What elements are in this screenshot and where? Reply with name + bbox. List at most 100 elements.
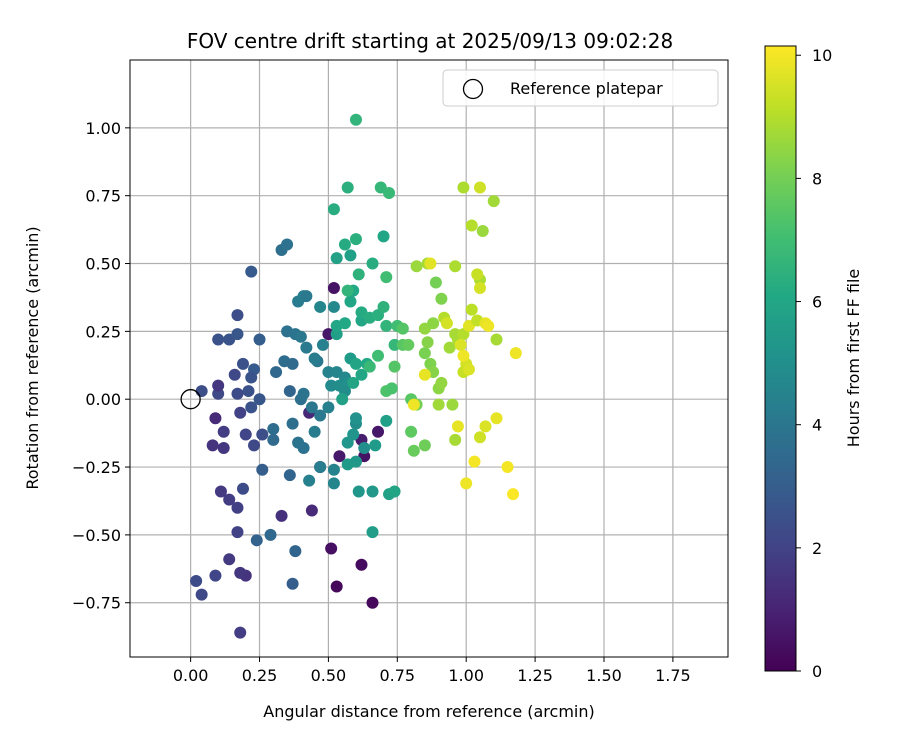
data-point xyxy=(308,425,321,438)
data-point xyxy=(250,534,263,547)
data-point xyxy=(388,485,401,498)
legend-box xyxy=(442,69,719,107)
x-tick-label: 1.25 xyxy=(517,666,553,685)
data-point xyxy=(347,376,360,389)
chart-title: FOV centre drift starting at 2025/09/13 … xyxy=(187,29,673,53)
x-axis-ticks: 0.00 0.25 0.50 0.75 1.00 1.25 1.50 1.75 xyxy=(173,657,691,685)
colorbar-label: Hours from first FF file xyxy=(844,269,863,448)
data-point xyxy=(372,425,385,438)
data-point xyxy=(234,406,247,419)
data-point xyxy=(234,566,247,579)
data-point xyxy=(402,338,415,351)
data-point xyxy=(465,303,478,316)
data-point xyxy=(267,423,280,436)
y-tick-label: −0.25 xyxy=(72,458,121,477)
data-point xyxy=(305,401,318,414)
data-point xyxy=(388,360,401,373)
data-point xyxy=(349,357,362,370)
data-point xyxy=(418,347,431,360)
data-point xyxy=(355,558,368,571)
data-point xyxy=(341,181,354,194)
colorbar: 0 2 4 6 8 10 Hours from first FF file xyxy=(764,45,863,681)
data-point xyxy=(294,330,307,343)
data-point xyxy=(377,300,390,313)
data-point xyxy=(212,333,225,346)
data-point xyxy=(341,436,354,449)
data-point xyxy=(316,338,329,351)
data-point xyxy=(427,317,440,330)
colorbar-tick-label: 4 xyxy=(812,416,822,435)
data-point xyxy=(380,414,393,427)
data-point xyxy=(418,368,431,381)
data-point xyxy=(195,588,208,601)
data-point xyxy=(446,398,459,411)
x-axis-label: Angular distance from reference (arcmin) xyxy=(263,702,594,721)
data-point xyxy=(476,224,489,237)
colorbar-tick-label: 2 xyxy=(812,539,822,558)
data-point xyxy=(223,553,236,566)
data-point xyxy=(305,504,318,517)
data-point xyxy=(223,493,236,506)
data-point xyxy=(283,385,296,398)
data-point xyxy=(256,463,269,476)
data-point xyxy=(325,542,338,555)
data-point xyxy=(286,577,299,590)
data-point xyxy=(314,461,327,474)
data-point xyxy=(297,442,310,455)
data-point xyxy=(440,317,453,330)
data-point xyxy=(322,328,335,341)
data-point xyxy=(473,281,486,294)
colorbar-tick-label: 6 xyxy=(812,293,822,312)
y-tick-label: 1.00 xyxy=(85,119,121,138)
data-point xyxy=(330,580,343,593)
data-point xyxy=(352,485,365,498)
data-point xyxy=(314,300,327,313)
data-point xyxy=(322,401,335,414)
data-point xyxy=(231,309,244,322)
y-tick-label: 0.25 xyxy=(85,322,121,341)
data-point xyxy=(388,338,401,351)
data-point xyxy=(435,292,448,305)
data-point xyxy=(479,420,492,433)
y-axis-label: Rotation from reference (arcmin) xyxy=(23,226,42,489)
data-point xyxy=(322,366,335,379)
y-tick-label: 0.75 xyxy=(85,187,121,206)
data-point xyxy=(369,439,382,452)
data-point xyxy=(231,387,244,400)
data-point xyxy=(380,319,393,332)
data-point xyxy=(327,477,340,490)
data-point xyxy=(231,526,244,539)
data-point xyxy=(366,596,379,609)
data-point xyxy=(421,336,434,349)
colorbar-ticks: 0 2 4 6 8 10 xyxy=(796,46,832,681)
data-point xyxy=(355,368,368,381)
y-axis-ticks: −0.75 −0.50 −0.25 0.00 0.25 0.50 0.75 1.00 xyxy=(72,119,130,613)
legend-entry-reference-platepar: Reference platepar xyxy=(510,79,663,98)
data-point xyxy=(206,439,219,452)
data-point xyxy=(327,300,340,313)
data-point xyxy=(507,488,520,501)
data-point xyxy=(449,260,462,273)
data-point xyxy=(490,412,503,425)
data-point xyxy=(462,363,475,376)
data-point xyxy=(405,425,418,438)
data-point xyxy=(482,319,495,332)
x-tick-label: 0.00 xyxy=(173,666,209,685)
data-point xyxy=(248,439,261,452)
data-point xyxy=(256,428,269,441)
data-point xyxy=(349,233,362,246)
data-point xyxy=(209,569,222,582)
data-point xyxy=(418,439,431,452)
data-point xyxy=(327,203,340,216)
scatter-points xyxy=(190,113,522,639)
data-point xyxy=(465,219,478,232)
data-point xyxy=(349,412,362,425)
data-point xyxy=(245,371,258,384)
data-point xyxy=(242,385,255,398)
data-point xyxy=(275,509,288,522)
data-point xyxy=(366,257,379,270)
data-point xyxy=(468,455,481,468)
data-point xyxy=(377,230,390,243)
data-point xyxy=(473,181,486,194)
